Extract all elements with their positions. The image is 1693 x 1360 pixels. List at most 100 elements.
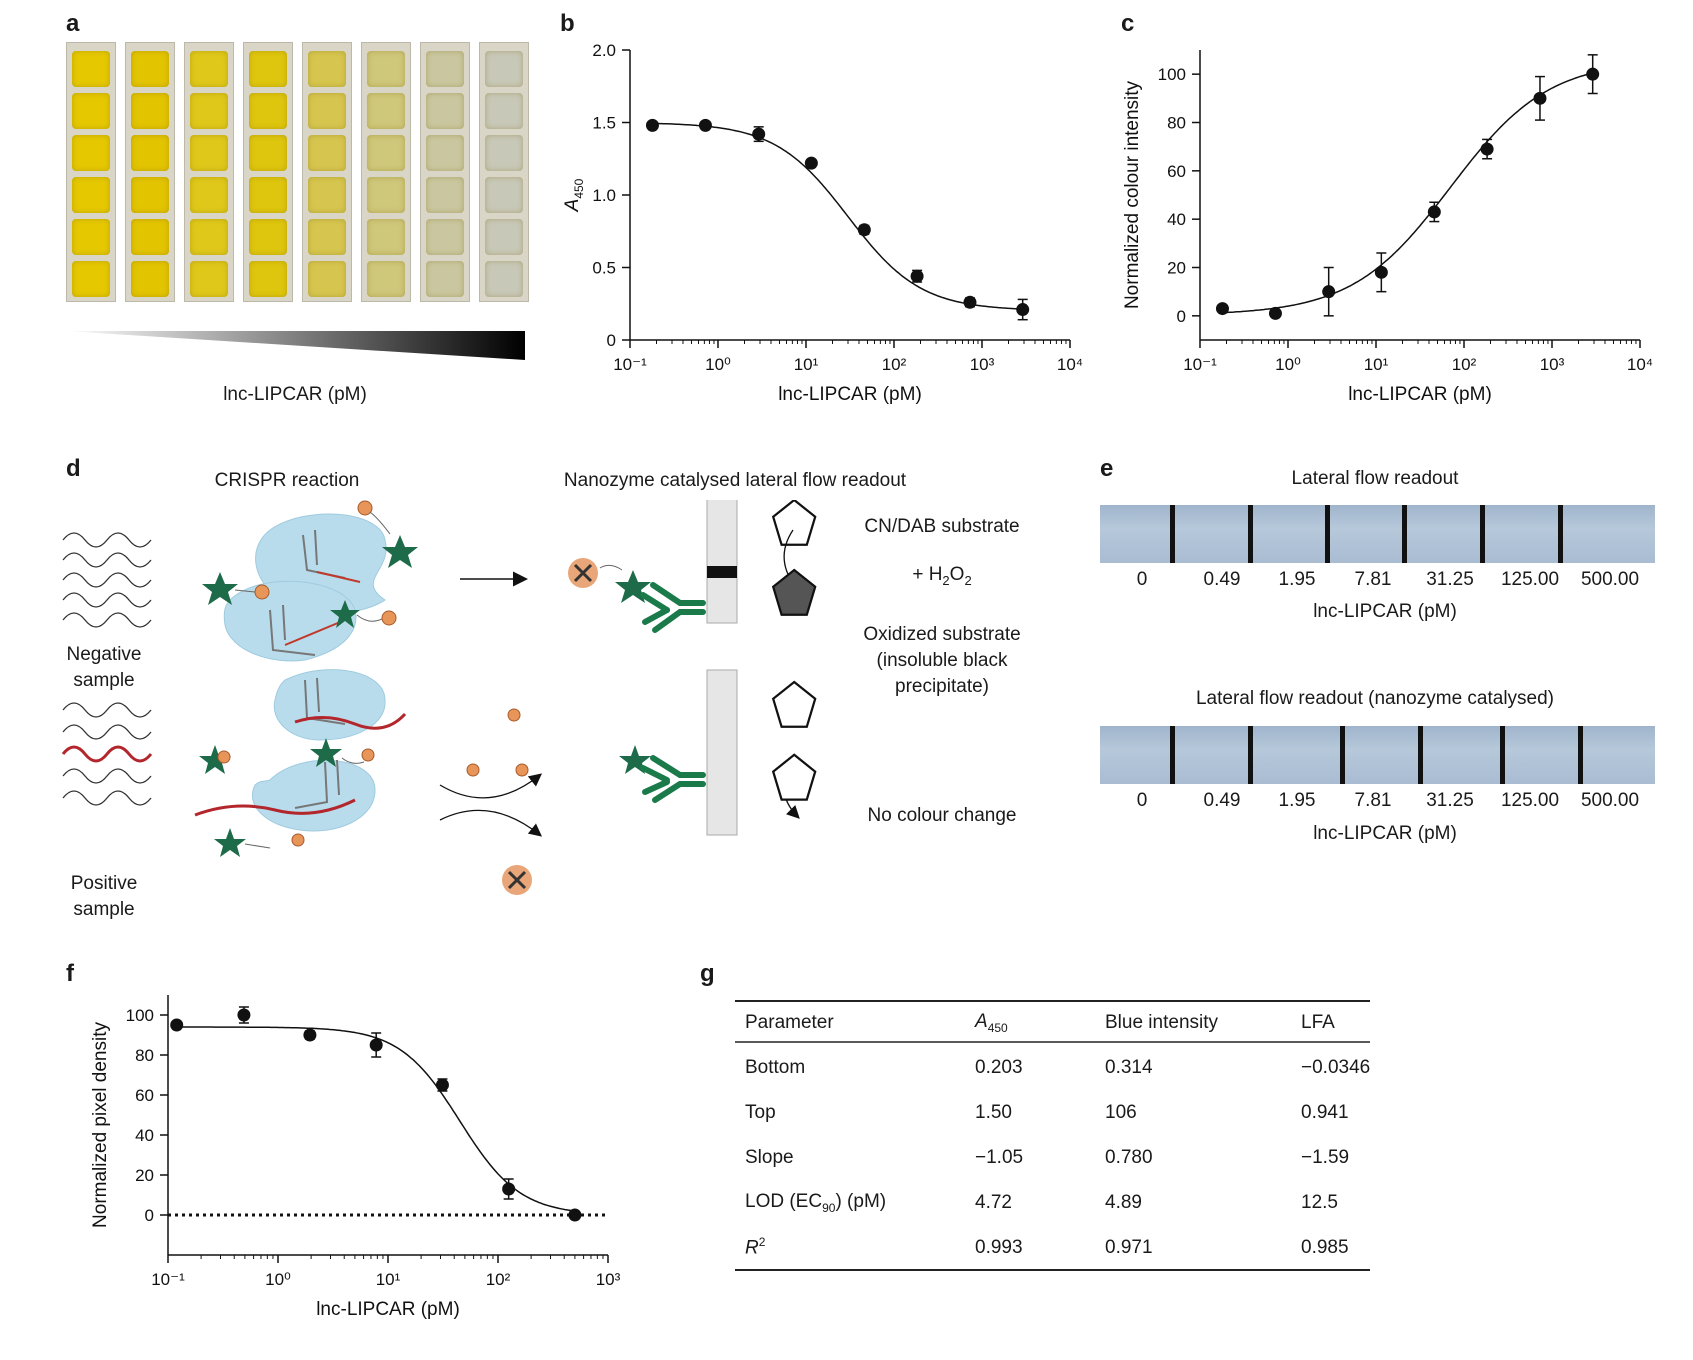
cell-lfa: 0.941: [1301, 1101, 1349, 1123]
nanozyme-probe: [568, 558, 651, 603]
y-tick-label: 1.5: [592, 114, 616, 133]
well: [249, 93, 287, 129]
well: [72, 135, 110, 171]
data-point: [963, 295, 977, 309]
well: [72, 51, 110, 87]
well: [485, 51, 523, 87]
substrate-label: CN/DAB substrate: [864, 516, 1020, 537]
well-strip: [125, 42, 175, 302]
x-axis-label: lnc-LIPCAR (pM): [1348, 384, 1492, 405]
table-rules: [735, 1000, 1370, 1271]
data-point: [698, 118, 712, 132]
cell-a450: 0.203: [975, 1056, 1023, 1078]
data-point: [1322, 285, 1336, 299]
cas-complex-positive: [194, 669, 407, 832]
x-tick-label: 10¹: [1364, 355, 1389, 374]
x-tick-label: 10⁻¹: [1183, 355, 1217, 374]
well: [131, 177, 169, 213]
well-strip: [420, 42, 470, 302]
panel-label-c: c: [1121, 10, 1135, 37]
data-point: [752, 127, 766, 141]
row-label: LOD (EC90) (pM): [745, 1190, 887, 1215]
lfa-concentration-label: 500.00: [1580, 790, 1640, 811]
well: [190, 135, 228, 171]
data-point: [910, 269, 924, 283]
y-tick-label: 60: [135, 1086, 154, 1105]
well: [249, 51, 287, 87]
data-point: [804, 156, 818, 170]
data-point: [303, 1028, 317, 1042]
oxidized-label-1: Oxidized substrate: [863, 624, 1021, 645]
positive-label-2: sample: [73, 899, 135, 920]
data-point: [369, 1038, 383, 1052]
well-strip: [66, 42, 116, 302]
well: [308, 93, 346, 129]
well: [249, 135, 287, 171]
well: [72, 219, 110, 255]
well: [367, 177, 405, 213]
well: [249, 177, 287, 213]
well-strip: [243, 42, 293, 302]
x-tick-label: 10⁴: [1627, 355, 1653, 374]
x-tick-label: 10¹: [376, 1270, 401, 1289]
header-a450: A450: [975, 1010, 1008, 1035]
y-tick-label: 0: [607, 331, 616, 350]
well: [367, 219, 405, 255]
concentration-gradient-wedge: [65, 331, 525, 360]
well: [485, 261, 523, 297]
chart-f: 10⁻¹ 10⁰ 10¹ 10² 10³ 0 20 40 60 80 100 lnc-LIPCAR (…: [90, 995, 621, 1320]
reporter-molecules: [202, 500, 418, 628]
cell-blue: 4.89: [1105, 1191, 1142, 1213]
y-tick-label: 20: [1167, 259, 1186, 278]
lfa-test-line: [707, 566, 737, 578]
table-row: Bottom 0.203 0.314 −0.0346: [737, 1045, 1409, 1090]
well: [72, 93, 110, 129]
x-tick-label: 10¹: [794, 355, 819, 374]
well: [426, 177, 464, 213]
x-tick-label: 10⁻¹: [613, 355, 647, 374]
panel-label-e: e: [1100, 455, 1114, 482]
oxidized-label-2: (insoluble black: [876, 650, 1008, 671]
well: [308, 219, 346, 255]
no-colour-change-label: No colour change: [867, 805, 1017, 826]
lfa-concentration-label: 125.00: [1500, 569, 1560, 590]
well: [367, 93, 405, 129]
lfa-strip-bottom: [706, 669, 738, 836]
well: [426, 219, 464, 255]
x-tick-label: 10⁻¹: [151, 1270, 185, 1289]
data-point: [645, 118, 659, 132]
y-tick-label: 20: [135, 1166, 154, 1185]
cell-lfa: 12.5: [1301, 1191, 1338, 1213]
well: [72, 261, 110, 297]
y-tick-label: 1.0: [592, 186, 616, 205]
chart-b: 10⁻¹ 10⁰ 10¹ 10² 10³ 10⁴ 0 0.5 1.0 1.5 2.0 lnc-LIPC…: [562, 41, 1083, 405]
y-tick-label: 0: [1177, 307, 1186, 326]
panel-label-a: a: [66, 10, 80, 37]
cell-lfa: −1.59: [1301, 1146, 1350, 1168]
well-strip: [479, 42, 529, 302]
data-point: [568, 1208, 582, 1222]
x-tick-label: 10³: [596, 1270, 621, 1289]
lfa-concentration-label: 31.25: [1426, 790, 1474, 811]
table-row: Top 1.50 106 0.941: [737, 1090, 1409, 1135]
fit-curve: [171, 1026, 578, 1213]
y-tick-label: 100: [1158, 65, 1186, 84]
y-tick-label: 40: [1167, 210, 1186, 229]
data-point: [170, 1018, 184, 1032]
well: [485, 219, 523, 255]
y-tick-label: 100: [126, 1006, 154, 1025]
panel-label-b: b: [560, 10, 575, 37]
well: [426, 135, 464, 171]
lfa-concentration-label: 125.00: [1500, 790, 1560, 811]
y-tick-label: 2.0: [592, 41, 616, 60]
data-point: [1215, 302, 1229, 316]
x-tick-label: 10⁴: [1057, 355, 1083, 374]
well: [485, 135, 523, 171]
y-tick-label: 80: [135, 1046, 154, 1065]
cell-blue: 0.780: [1105, 1146, 1153, 1168]
lfa-concentration-label: 7.81: [1354, 790, 1392, 811]
well: [426, 51, 464, 87]
data-point: [1533, 91, 1547, 105]
header-blue-intensity: Blue intensity: [1105, 1011, 1219, 1033]
panel-label-g: g: [700, 960, 715, 987]
